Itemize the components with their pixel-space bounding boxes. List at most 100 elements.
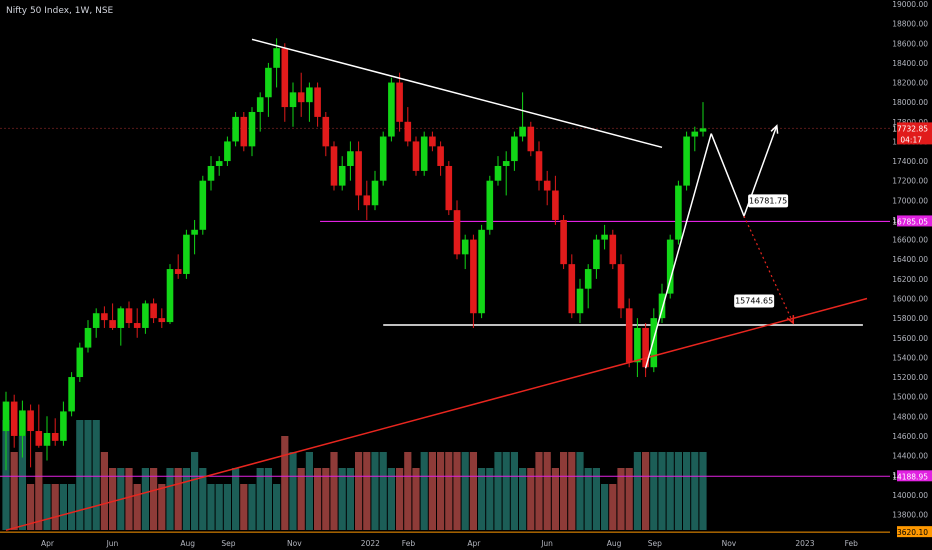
- x-tick-label: Sep: [648, 539, 662, 548]
- candle-body: [322, 116, 330, 147]
- volume-bar: [191, 452, 199, 530]
- volume-bar: [174, 468, 182, 530]
- volume-bar: [199, 468, 207, 530]
- volume-bar: [420, 452, 428, 530]
- volume-bar: [510, 452, 518, 530]
- x-tick-label: Sep: [221, 539, 235, 548]
- volume-bar: [535, 452, 543, 530]
- volume-bar: [314, 468, 322, 530]
- candle-body: [265, 67, 272, 98]
- candle-body: [248, 111, 256, 147]
- candle-body: [404, 121, 412, 142]
- volume-bar: [461, 452, 469, 530]
- candle-body: [543, 180, 551, 191]
- y-tick-label: 13800.00: [892, 510, 928, 519]
- y-tick-label: 17000.00: [892, 196, 928, 205]
- candle-body: [289, 92, 297, 108]
- candle-body: [133, 323, 141, 328]
- volume-bar: [379, 452, 387, 530]
- volume-bar: [387, 468, 395, 530]
- volume-bar: [125, 468, 133, 530]
- volume-bar: [59, 484, 67, 530]
- volume-bar: [297, 468, 305, 530]
- y-tick-label: 14800.00: [892, 412, 928, 421]
- candle-body: [117, 308, 125, 328]
- volume-bar: [396, 468, 404, 530]
- y-tick-label: 14600.00: [892, 432, 928, 441]
- candles: [2, 38, 707, 471]
- x-tick-label: Nov: [287, 539, 302, 548]
- y-tick-label: 18400.00: [892, 59, 928, 68]
- volume-bar: [576, 452, 584, 530]
- candle-body: [453, 210, 461, 255]
- candle-body: [658, 293, 666, 319]
- y-tick-label: 18800.00: [892, 20, 928, 29]
- x-tick-label: Feb: [402, 539, 416, 548]
- candle-body: [683, 136, 690, 186]
- volume-bar: [76, 420, 84, 530]
- x-tick-label: Apr: [467, 539, 481, 548]
- candle-body: [617, 264, 625, 309]
- annotation-box: [748, 194, 789, 208]
- y-tick-label: 15200.00: [892, 373, 928, 382]
- volume-bar: [43, 484, 51, 530]
- lower-magenta-label-bg: [897, 470, 932, 482]
- volume-bar: [256, 468, 264, 530]
- x-tick-label: Feb: [845, 539, 859, 548]
- volume-bar: [109, 468, 117, 530]
- candle-body: [609, 234, 617, 265]
- upper-trendline: [251, 38, 663, 149]
- candle-body: [338, 165, 346, 186]
- candle-body: [429, 136, 436, 147]
- candle-body: [347, 151, 354, 166]
- candle-body: [215, 161, 223, 166]
- candle-body: [494, 165, 502, 181]
- candle-body: [445, 165, 453, 211]
- volume-bar: [519, 468, 527, 530]
- annotation-label: 15744.65: [735, 296, 773, 305]
- last-price-label-bg: [897, 122, 932, 145]
- y-tick-label: 17400.00: [892, 157, 928, 166]
- red-trendline: [5, 297, 868, 531]
- volume-bar: [633, 452, 641, 530]
- volume-bar: [27, 484, 35, 530]
- candle-body: [601, 234, 608, 240]
- volume-bar: [650, 452, 658, 530]
- volume-bar: [273, 484, 281, 530]
- volume-bar: [248, 484, 256, 530]
- volume-bar: [2, 420, 10, 530]
- volume-bar: [625, 468, 633, 530]
- candle-body: [625, 308, 633, 363]
- y-tick-label: 16400.00: [892, 255, 928, 264]
- y-tick-label: 17200.00: [892, 177, 928, 186]
- candle-body: [355, 151, 362, 196]
- candle-body: [191, 229, 198, 235]
- candle-body: [584, 269, 592, 289]
- candle-body: [281, 48, 289, 108]
- candle-body: [420, 136, 428, 171]
- volume-bar: [699, 452, 707, 530]
- volume-bar: [346, 468, 354, 530]
- candle-body: [183, 234, 190, 274]
- volume-bar: [215, 484, 223, 530]
- candle-body: [576, 288, 584, 314]
- candle-body: [60, 411, 67, 441]
- candle-body: [232, 116, 239, 142]
- y-tick-label: 16600.00: [892, 236, 928, 245]
- y-tick-label: 16000.00: [892, 295, 928, 304]
- candle-body: [363, 195, 371, 206]
- candle-body: [642, 327, 649, 368]
- y-tick-label: 15800.00: [892, 314, 928, 323]
- volume-bar: [338, 468, 346, 530]
- volume-bar: [642, 452, 650, 530]
- y-tick-label: 16200.00: [892, 275, 928, 284]
- x-tick-label: Nov: [722, 539, 737, 548]
- candle-body: [166, 269, 174, 323]
- y-tick-label: 14000.00: [892, 491, 928, 500]
- candle-body: [51, 432, 59, 441]
- candle-body: [101, 313, 108, 321]
- projection-up-line: [644, 133, 712, 369]
- candle-body: [437, 146, 444, 166]
- candle-body: [412, 141, 420, 171]
